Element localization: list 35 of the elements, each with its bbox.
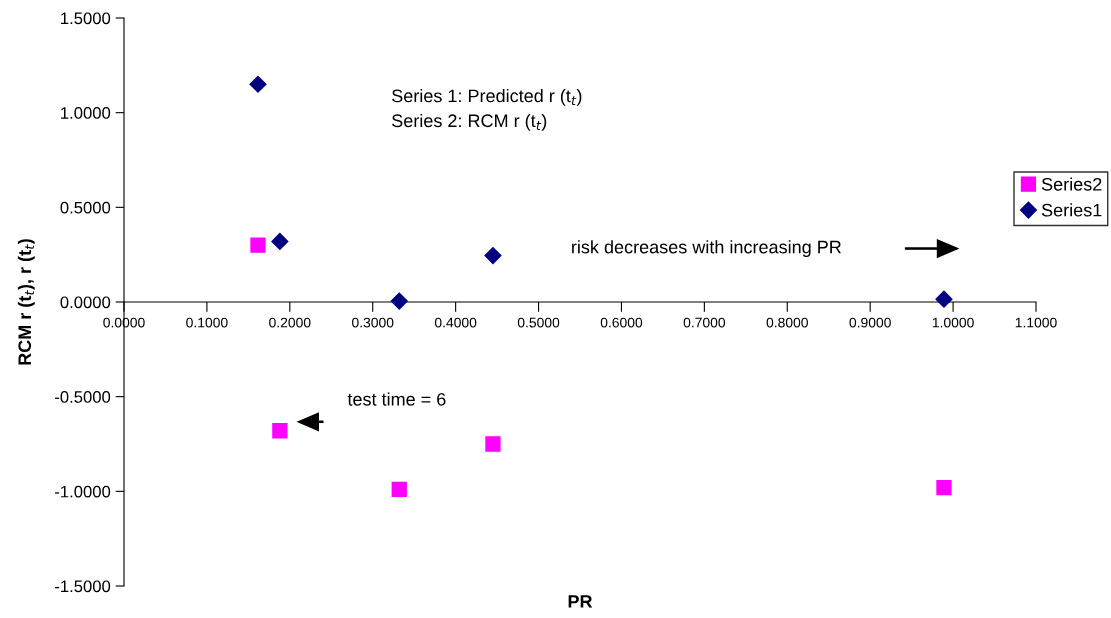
y-tick-label: 1.0000	[61, 107, 111, 119]
point	[250, 237, 266, 253]
annotation: risk decreases with increasing PR	[572, 240, 841, 258]
point	[390, 292, 408, 310]
x-tick-label: 1.1000	[1015, 317, 1057, 328]
x-tick-label: 0.8000	[766, 317, 808, 328]
point	[936, 479, 952, 496]
point	[249, 75, 267, 93]
y-axis-title: RCM r (t$_{t}$), r (t$_{t}$)	[17, 239, 35, 365]
legend-label: Series1	[1041, 203, 1102, 217]
text: Series 1: Predicted r (t$_{t}$) Series 2: RCM r (t$_{t}$)	[392, 89, 582, 131]
y-tick-label: -1.5000	[55, 580, 111, 593]
x-tick-label: 0.2000	[269, 317, 311, 328]
point	[484, 247, 502, 265]
point	[271, 232, 289, 250]
x-tick-label: 0.1000	[186, 317, 228, 328]
x-tick-label: 1.0000	[932, 317, 974, 328]
x-tick-label: 0.3000	[352, 317, 394, 328]
point	[485, 436, 501, 452]
x-tick-label: 0.4000	[434, 317, 477, 328]
x-axis-title: PR	[568, 595, 593, 608]
x-tick-label: 0.5000	[517, 317, 560, 328]
point	[391, 481, 407, 498]
x-tick-label: 0.6000	[600, 317, 643, 328]
point	[935, 290, 953, 308]
x-tick-label: 0.9000	[849, 317, 891, 328]
y-tick-label: -1.0000	[55, 485, 111, 498]
y-tick-label: -0.5000	[55, 391, 111, 403]
x-tick-label: 0.7000	[683, 317, 726, 328]
y-tick-label: 1.5000	[61, 12, 111, 25]
y-tick-label: 0.0000	[60, 296, 111, 309]
legend-label: Series2	[1041, 177, 1102, 191]
annotation: test time = 6	[347, 392, 446, 406]
y-tick-label: 0.5000	[60, 201, 111, 214]
point	[272, 423, 288, 439]
